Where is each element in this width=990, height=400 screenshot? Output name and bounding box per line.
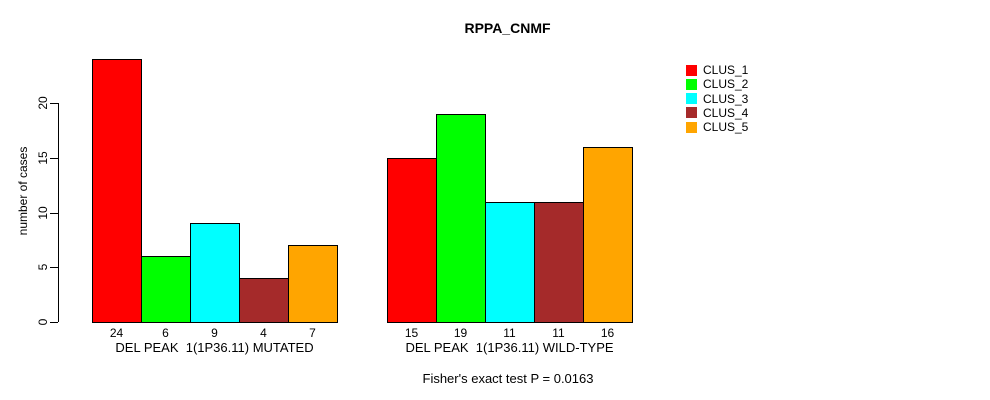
legend-swatch-clus_2 <box>686 78 697 90</box>
y-tick <box>50 158 58 159</box>
legend-label: CLUS_2 <box>703 77 749 92</box>
bar-value-label: 15 <box>404 326 419 340</box>
y-tick <box>50 322 58 323</box>
legend-row: CLUS_5 <box>686 120 749 135</box>
legend-row: CLUS_4 <box>686 105 749 120</box>
bar-clus_4 <box>534 202 584 323</box>
fisher-test-annotation: Fisher's exact test P = 0.0163 <box>422 371 594 386</box>
legend-row: CLUS_1 <box>686 63 749 77</box>
legend-swatch-clus_3 <box>686 93 697 105</box>
bar-value-label: 7 <box>309 326 316 340</box>
y-axis-title: number of cases <box>16 146 30 236</box>
legend-swatch-clus_4 <box>686 107 697 119</box>
bar-clus_2 <box>436 114 486 323</box>
bar-value-label: 6 <box>162 326 169 340</box>
group-x-label: DEL PEAK 1(1P36.11) WILD-TYPE <box>405 340 614 355</box>
legend-label: CLUS_5 <box>703 120 749 135</box>
legend-swatch-clus_5 <box>686 121 697 133</box>
y-tick-label: 20 <box>36 96 50 110</box>
bar-clus_2 <box>141 256 191 323</box>
bar-value-label: 19 <box>453 326 468 340</box>
chart-title: RPPA_CNMF <box>464 20 551 36</box>
legend-label: CLUS_1 <box>703 63 749 77</box>
group-x-label: DEL PEAK 1(1P36.11) MUTATED <box>115 340 314 355</box>
legend: CLUS_1 CLUS_2 CLUS_3 CLUS_4 CLUS_5 <box>686 63 796 144</box>
bar-value-label: 4 <box>260 326 267 340</box>
y-tick-label: 0 <box>36 318 50 326</box>
y-tick <box>50 267 58 268</box>
y-tick <box>50 103 58 104</box>
bar-value-label: 9 <box>211 326 218 340</box>
bar-clus_5 <box>288 245 338 323</box>
bar-clus_5 <box>583 147 633 323</box>
y-tick-label: 15 <box>36 151 50 165</box>
bar-value-label: 11 <box>552 326 565 340</box>
bar-value-label: 24 <box>109 326 124 340</box>
y-tick <box>50 213 58 214</box>
y-tick-label: 5 <box>36 263 50 271</box>
bar-clus_1 <box>92 59 142 323</box>
bar-value-label: 16 <box>600 326 615 340</box>
y-tick-label: 10 <box>36 206 50 220</box>
bar-clus_4 <box>239 278 289 323</box>
bar-clus_1 <box>387 158 437 323</box>
legend-row: CLUS_2 <box>686 77 749 92</box>
legend-row: CLUS_3 <box>686 91 749 106</box>
bar-clus_3 <box>190 223 240 323</box>
bar-clus_3 <box>485 202 535 323</box>
legend-label: CLUS_4 <box>703 105 749 120</box>
legend-label: CLUS_3 <box>703 91 749 106</box>
legend-swatch-clus_1 <box>686 64 697 76</box>
bar-value-label: 11 <box>503 326 516 340</box>
y-axis-line <box>58 103 59 322</box>
